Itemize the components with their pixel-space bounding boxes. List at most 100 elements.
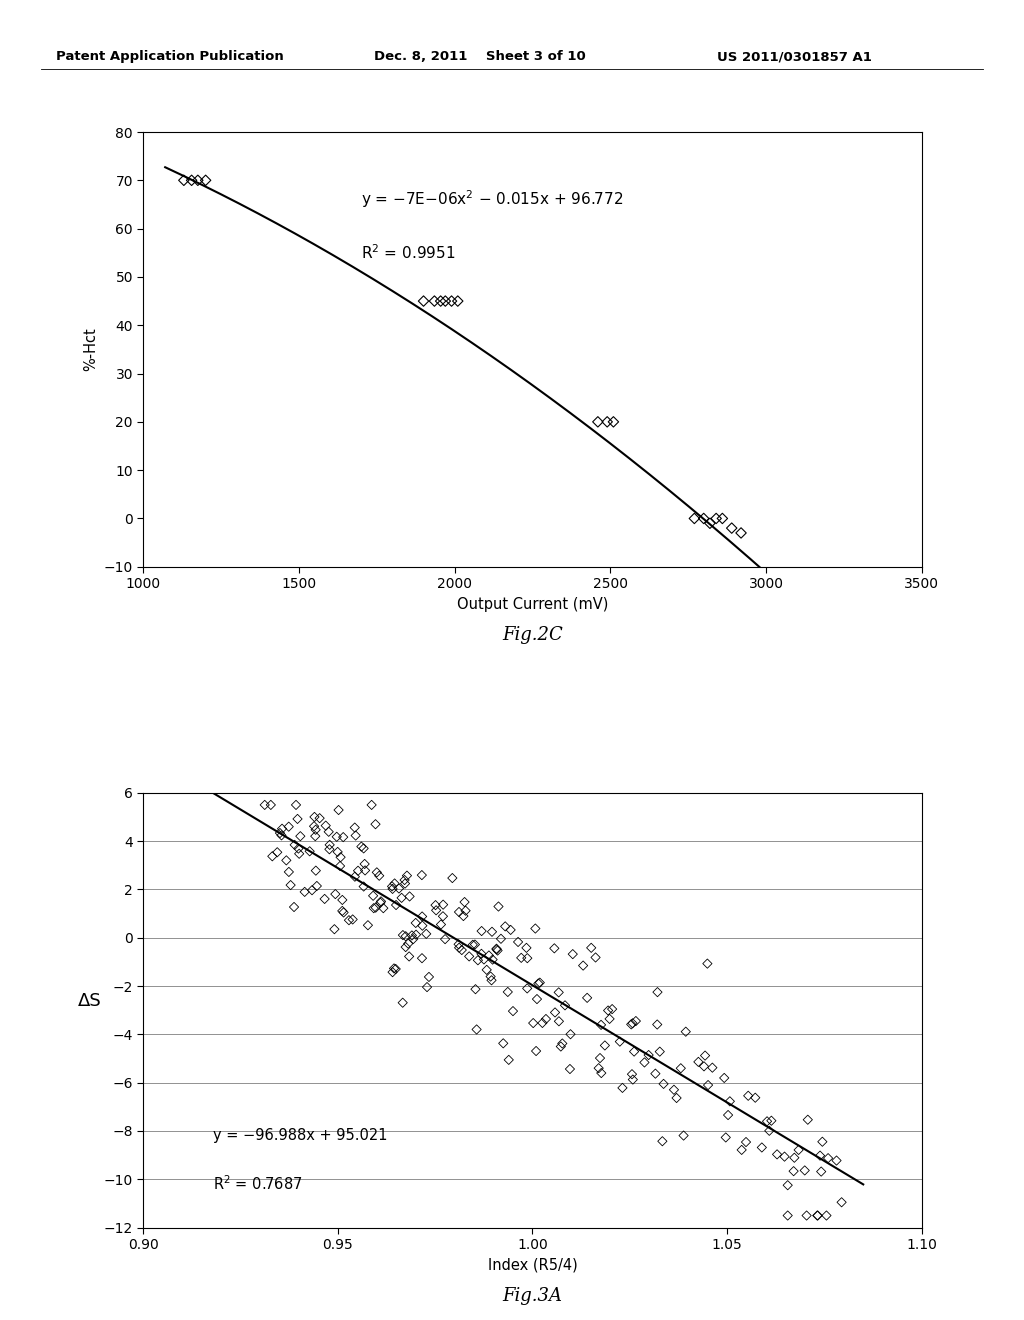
Point <box>264 846 281 867</box>
Point <box>476 949 493 970</box>
Y-axis label: ΔS: ΔS <box>78 993 101 1010</box>
Point <box>574 954 591 975</box>
Point <box>592 1048 608 1069</box>
Point <box>461 946 477 968</box>
Point <box>443 290 460 312</box>
Point <box>373 892 389 913</box>
Point <box>810 1205 826 1226</box>
Point <box>654 1131 671 1152</box>
Point <box>308 875 325 896</box>
Point <box>451 937 467 958</box>
Point <box>335 826 351 847</box>
Point <box>562 1059 579 1080</box>
Point <box>497 916 513 937</box>
Point <box>759 1110 775 1131</box>
Point <box>384 961 400 982</box>
Point <box>451 902 467 923</box>
Point <box>785 1160 802 1181</box>
Point <box>304 879 321 900</box>
Point <box>394 993 411 1014</box>
Point <box>483 970 500 991</box>
Point <box>628 1011 644 1032</box>
Point <box>500 981 516 1002</box>
Point <box>809 1205 825 1226</box>
Point <box>791 1139 807 1160</box>
Point <box>437 290 454 312</box>
Point <box>428 900 444 921</box>
Point <box>708 508 724 529</box>
Point <box>368 813 384 834</box>
Point <box>651 1041 668 1063</box>
Point <box>386 873 402 894</box>
Point <box>797 1160 813 1181</box>
Point <box>733 523 750 544</box>
Point <box>329 826 345 847</box>
Point <box>437 928 454 949</box>
Point <box>394 924 411 945</box>
Point <box>290 838 306 859</box>
Point <box>593 1063 609 1084</box>
Point <box>519 978 536 999</box>
Point <box>820 1147 837 1168</box>
Point <box>427 895 443 916</box>
Point <box>814 1131 830 1152</box>
Point <box>398 865 415 886</box>
Point <box>779 1205 796 1226</box>
Point <box>384 878 400 899</box>
Point <box>624 1064 640 1085</box>
Point <box>330 841 346 862</box>
Point <box>393 887 410 908</box>
Text: Patent Application Publication: Patent Application Publication <box>56 50 284 63</box>
Point <box>738 1131 755 1152</box>
Point <box>763 1110 779 1131</box>
Point <box>316 888 333 909</box>
Point <box>286 896 302 917</box>
Point <box>408 912 424 933</box>
Point <box>720 1105 736 1126</box>
Point <box>714 508 730 529</box>
Point <box>397 873 414 894</box>
Point <box>327 883 343 904</box>
Point <box>724 517 740 539</box>
Point <box>636 1052 652 1073</box>
Point <box>699 953 716 974</box>
Point <box>327 919 343 940</box>
Point <box>779 1175 796 1196</box>
Point <box>306 807 323 828</box>
Point <box>355 838 372 859</box>
Point <box>388 895 404 916</box>
Point <box>626 1041 642 1063</box>
Point <box>467 935 483 956</box>
Point <box>283 875 299 896</box>
Point <box>510 932 526 953</box>
Point <box>699 1074 716 1096</box>
Point <box>546 937 562 958</box>
Point <box>564 944 581 965</box>
Point <box>273 825 290 846</box>
Point <box>359 915 376 936</box>
Point <box>655 1073 672 1094</box>
Point <box>553 1036 569 1057</box>
Point <box>480 945 497 966</box>
Text: y = $-$7E$-$06x$^{2}$ $-$ 0.015x + 96.772: y = $-$7E$-$06x$^{2}$ $-$ 0.015x + 96.77… <box>361 189 624 210</box>
Point <box>528 989 545 1010</box>
Point <box>601 1008 617 1030</box>
Point <box>346 817 362 838</box>
Point <box>364 795 380 816</box>
Point <box>625 1012 641 1034</box>
Point <box>605 412 622 433</box>
Point <box>470 949 486 970</box>
Point <box>418 923 434 944</box>
Point <box>483 921 500 942</box>
Point <box>321 821 337 842</box>
Point <box>554 1034 570 1055</box>
Point <box>673 1057 689 1078</box>
Point <box>401 886 418 907</box>
Point <box>722 1090 738 1111</box>
Point <box>678 1022 694 1043</box>
Text: Dec. 8, 2011    Sheet 3 of 10: Dec. 8, 2011 Sheet 3 of 10 <box>374 50 586 63</box>
Point <box>547 1002 563 1023</box>
Point <box>828 1150 845 1171</box>
Point <box>649 982 666 1003</box>
Point <box>350 861 367 882</box>
